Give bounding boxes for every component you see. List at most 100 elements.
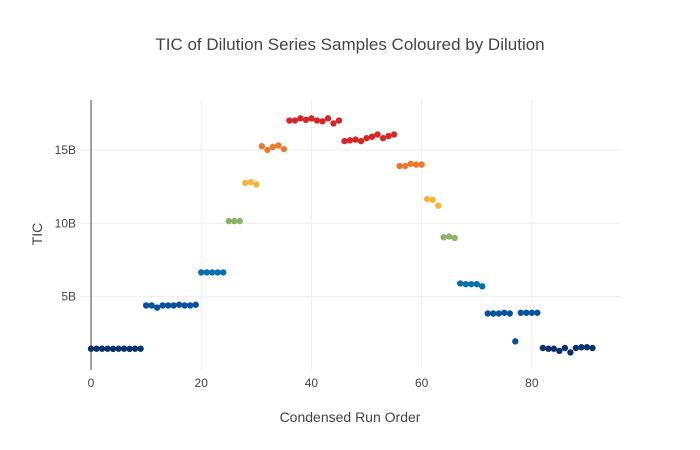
data-point — [93, 345, 100, 352]
data-point — [528, 309, 536, 316]
data-point — [368, 133, 376, 140]
data-point — [231, 217, 238, 225]
data-point — [545, 345, 552, 352]
y-tick-label: 5B — [61, 290, 76, 304]
data-point — [346, 137, 354, 144]
data-point — [490, 310, 497, 317]
data-point — [550, 345, 558, 352]
data-point — [225, 217, 232, 225]
data-point — [363, 134, 370, 142]
data-point — [98, 345, 106, 352]
data-point — [418, 161, 425, 168]
data-point — [164, 302, 172, 309]
data-point — [517, 309, 525, 316]
data-point — [220, 269, 227, 276]
data-point — [148, 302, 155, 309]
data-point — [357, 137, 365, 145]
data-point — [324, 115, 332, 122]
data-point — [385, 132, 392, 140]
data-point — [302, 116, 310, 124]
chart-title: TIC of Dilution Series Samples Coloured … — [155, 35, 544, 54]
data-point — [468, 280, 475, 288]
data-point — [203, 269, 210, 276]
grid-layer — [80, 100, 620, 370]
data-point — [484, 310, 491, 317]
x-axis-title: Condensed Run Order — [280, 409, 421, 425]
data-point — [308, 115, 315, 122]
data-point — [457, 280, 464, 287]
x-tick-label: 40 — [305, 376, 319, 390]
data-point — [319, 118, 326, 125]
data-point — [192, 301, 199, 308]
data-point — [330, 120, 337, 127]
data-point — [280, 145, 288, 153]
data-point — [264, 146, 271, 154]
data-point — [181, 302, 188, 309]
data-point — [572, 344, 580, 352]
x-tick-label: 20 — [195, 376, 209, 390]
data-point — [479, 283, 486, 290]
data-point — [445, 233, 453, 240]
data-point — [561, 344, 569, 352]
data-point — [214, 269, 221, 276]
data-point — [209, 269, 216, 276]
data-point — [440, 234, 447, 241]
data-point — [423, 195, 431, 203]
data-point — [434, 202, 442, 209]
data-point — [462, 280, 469, 288]
data-point — [142, 302, 150, 309]
axis-layer: 0 20 40 60 80 5B 10B 15B — [55, 100, 539, 390]
y-axis-title: TIC — [29, 223, 45, 246]
data-point — [175, 301, 183, 308]
y-tick-label: 15B — [55, 143, 76, 157]
data-point — [335, 117, 343, 124]
data-point — [126, 345, 133, 353]
data-point — [109, 345, 117, 353]
data-point — [578, 344, 585, 351]
data-point — [120, 345, 128, 352]
data-point — [313, 117, 321, 124]
data-point — [236, 217, 243, 225]
data-point — [534, 309, 541, 316]
data-point — [379, 134, 387, 142]
data-point — [506, 310, 513, 317]
data-point — [396, 162, 403, 170]
data-point — [269, 143, 277, 151]
data-point — [401, 162, 409, 170]
data-point — [170, 302, 177, 309]
data-point — [341, 137, 348, 145]
data-point — [583, 344, 591, 351]
data-point — [589, 344, 596, 352]
x-tick-label: 80 — [525, 376, 539, 390]
data-point — [523, 309, 530, 316]
data-point — [567, 349, 574, 356]
data-point — [198, 269, 205, 276]
points-layer — [87, 115, 596, 356]
data-point — [87, 345, 95, 352]
data-point — [374, 131, 381, 138]
data-point — [539, 344, 547, 352]
data-point — [297, 115, 304, 122]
data-point — [247, 178, 255, 186]
data-point — [451, 234, 458, 242]
data-point — [390, 131, 398, 138]
data-point — [407, 160, 414, 168]
data-point — [501, 309, 508, 316]
data-point — [153, 304, 161, 311]
data-point — [429, 196, 436, 203]
data-point — [137, 345, 144, 352]
data-point — [286, 117, 293, 124]
data-point — [412, 161, 420, 168]
x-tick-label: 60 — [415, 376, 429, 390]
data-point — [131, 345, 139, 352]
data-point — [258, 143, 266, 150]
y-tick-label: 10B — [55, 216, 76, 230]
data-point — [275, 142, 282, 149]
data-point — [187, 302, 194, 309]
data-point — [512, 338, 519, 345]
data-point — [473, 280, 480, 288]
data-point — [556, 347, 563, 355]
data-point — [352, 136, 359, 143]
